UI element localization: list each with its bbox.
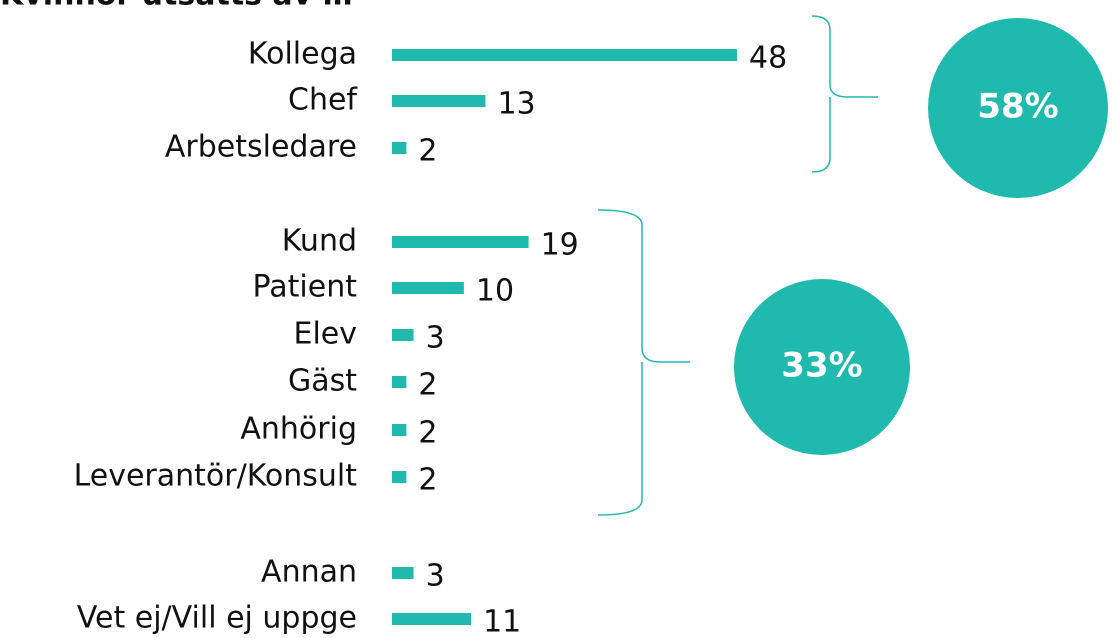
value-label: 3 [426, 559, 445, 594]
value-label: 10 [476, 274, 514, 309]
brace [597, 209, 690, 516]
bar [392, 376, 407, 388]
value-label: 2 [418, 463, 437, 498]
summary-circle [734, 279, 910, 455]
summary-label: 33% [781, 346, 862, 386]
value-label: 11 [483, 605, 521, 638]
brace [811, 15, 878, 173]
bar [392, 236, 529, 248]
chart-title: Kvinnor utsatts av … [0, 0, 353, 13]
category-label: Anhörig [240, 412, 357, 447]
bar [392, 49, 737, 61]
bar [392, 424, 407, 436]
value-label: 3 [426, 321, 445, 356]
category-label: Kund [282, 224, 357, 259]
value-label: 2 [418, 134, 437, 169]
category-label: Arbetsledare [165, 130, 357, 165]
category-label: Patient [253, 270, 358, 305]
category-label: Gäst [288, 364, 357, 399]
bar [392, 613, 472, 625]
bar [392, 142, 407, 154]
bar [392, 567, 414, 579]
value-label: 19 [541, 228, 579, 263]
category-label: Leverantör/Konsult [74, 459, 358, 494]
summary-circle [928, 18, 1108, 198]
category-label: Vet ej/Vill ej uppge [77, 601, 357, 636]
bar [392, 95, 486, 107]
value-label: 13 [497, 87, 535, 122]
value-label: 2 [418, 416, 437, 451]
value-label: 48 [749, 41, 787, 76]
bar [392, 329, 414, 341]
bar [392, 471, 407, 483]
category-label: Elev [293, 317, 357, 352]
bar [392, 282, 464, 294]
value-label: 2 [418, 368, 437, 403]
category-label: Kollega [248, 37, 357, 72]
summary-label: 58% [977, 87, 1058, 127]
category-label: Chef [288, 83, 358, 118]
category-label: Annan [261, 555, 357, 590]
